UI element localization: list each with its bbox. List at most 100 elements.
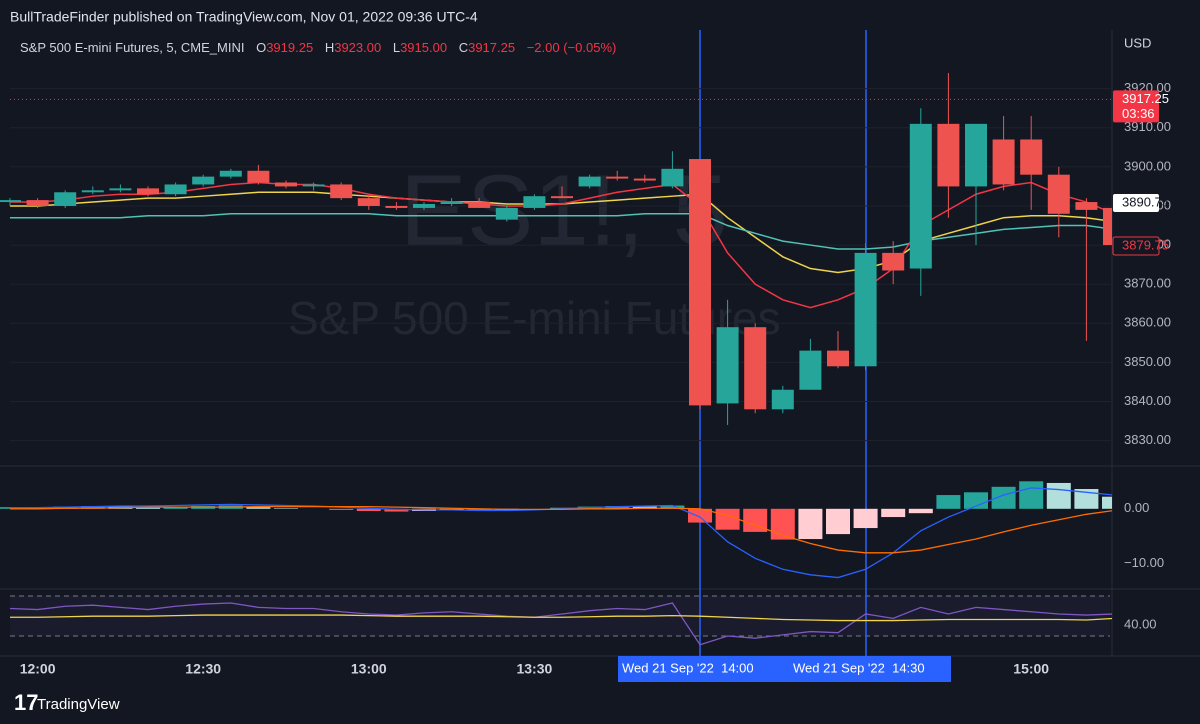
logo-mark: 17 bbox=[14, 690, 38, 715]
y-tick-label: −10.00 bbox=[1124, 555, 1164, 570]
candle-body bbox=[827, 350, 849, 367]
histogram-bar bbox=[991, 486, 1016, 509]
legend-key: C bbox=[458, 40, 469, 55]
candle-body bbox=[109, 188, 132, 191]
legend-change: −2.00 (−0.05%) bbox=[526, 40, 617, 55]
candle-body bbox=[81, 190, 104, 193]
histogram-bar bbox=[1074, 489, 1099, 509]
y-tick-label: 3830.00 bbox=[1124, 432, 1171, 447]
header-title: BullTradeFinder published on TradingView… bbox=[10, 9, 478, 25]
candle-body bbox=[633, 178, 656, 181]
candle-body bbox=[54, 192, 77, 206]
histogram-bar bbox=[356, 508, 381, 511]
candle-body bbox=[965, 123, 987, 187]
histogram-bar bbox=[274, 508, 298, 509]
candle-body bbox=[1020, 139, 1043, 175]
histogram-bar bbox=[605, 506, 630, 509]
candle-body bbox=[689, 159, 711, 406]
histogram-bar bbox=[908, 508, 933, 514]
histogram-bar bbox=[936, 495, 961, 509]
line bbox=[10, 505, 1112, 554]
histogram-bar bbox=[1102, 496, 1112, 509]
candle-body bbox=[247, 170, 270, 183]
candle-body bbox=[0, 200, 21, 203]
candle-body bbox=[854, 252, 877, 367]
candle-body bbox=[992, 139, 1015, 185]
legend-key: H bbox=[324, 40, 335, 55]
legend-value: 3919.25 bbox=[266, 40, 314, 55]
candle-body bbox=[495, 207, 518, 220]
candle-body bbox=[771, 389, 794, 410]
crosshair-label: Wed 21 Sep '22 14:30 bbox=[793, 660, 925, 675]
y-tick-label: 3840.00 bbox=[1124, 393, 1171, 408]
histogram-bar bbox=[384, 508, 409, 512]
histogram-bar bbox=[715, 508, 740, 530]
histogram-bar bbox=[660, 505, 685, 509]
candle-body bbox=[716, 327, 739, 404]
histogram-bar bbox=[798, 508, 823, 540]
y-tick-label: 0.00 bbox=[1124, 500, 1149, 515]
candle-body bbox=[661, 168, 684, 187]
candle-body bbox=[882, 252, 905, 271]
candle-body bbox=[1047, 174, 1070, 214]
histogram-bar bbox=[467, 508, 492, 511]
candle-body bbox=[1103, 207, 1112, 246]
histogram-bar bbox=[826, 508, 850, 535]
candle-body bbox=[468, 202, 491, 208]
x-tick-label: 15:00 bbox=[1013, 661, 1049, 677]
histogram-bar bbox=[881, 508, 906, 518]
histogram-bar bbox=[688, 508, 712, 523]
histogram-bar bbox=[1046, 482, 1071, 509]
price-label: 3890.75 bbox=[1122, 194, 1169, 209]
crosshair-label: Wed 21 Sep '22 14:00 bbox=[622, 660, 754, 675]
legend-value: 3917.25 bbox=[468, 40, 516, 55]
candle-body bbox=[413, 204, 435, 208]
x-tick-label: 13:00 bbox=[351, 661, 387, 677]
histogram-bar bbox=[80, 506, 105, 509]
histogram-bar bbox=[246, 507, 271, 509]
histogram-bar bbox=[163, 507, 188, 509]
price-label-bg bbox=[1112, 236, 1160, 256]
candle-body bbox=[164, 184, 187, 195]
candle-body bbox=[744, 327, 767, 410]
candle-body bbox=[275, 182, 297, 187]
currency: USD bbox=[1124, 35, 1151, 50]
y-tick-label: 3870.00 bbox=[1124, 276, 1171, 291]
candle-body bbox=[440, 202, 463, 205]
x-tick-label: 12:30 bbox=[185, 661, 221, 677]
price-label: 3917.25 bbox=[1122, 91, 1169, 106]
crosshair-label-bg bbox=[618, 656, 951, 682]
x-tick-label: 13:30 bbox=[516, 661, 552, 677]
candle-body bbox=[937, 123, 960, 187]
candle-body bbox=[385, 205, 408, 208]
candle-body bbox=[1075, 202, 1098, 210]
candle-body bbox=[302, 184, 325, 187]
candle-body bbox=[137, 188, 159, 195]
plot-area bbox=[0, 73, 1112, 646]
histogram-bar bbox=[1019, 481, 1044, 509]
legend: S&P 500 E-mini Futures, 5, CME_MINI O391… bbox=[20, 40, 616, 55]
candle-body bbox=[192, 176, 215, 185]
footer-brand: TradingView bbox=[37, 696, 120, 713]
line bbox=[10, 614, 1112, 622]
candle-body bbox=[606, 176, 629, 179]
price-label: 3879.75 bbox=[1122, 237, 1169, 252]
legend-key: O bbox=[256, 40, 267, 55]
histogram-bar bbox=[136, 507, 160, 509]
candle-body bbox=[909, 123, 932, 269]
line bbox=[9, 602, 1112, 646]
rsi-band bbox=[10, 596, 1110, 636]
y-tick-label: 3860.00 bbox=[1124, 315, 1171, 330]
histogram-bar bbox=[329, 508, 354, 510]
candle-body bbox=[357, 198, 380, 206]
x-tick-label: 12:00 bbox=[20, 661, 56, 677]
price-label-bg bbox=[1113, 90, 1159, 123]
y-tick-label: 3910.00 bbox=[1124, 119, 1171, 134]
legend-value: 3923.00 bbox=[334, 40, 382, 55]
candle-body bbox=[799, 350, 822, 390]
candle-body bbox=[219, 170, 242, 177]
candle-body bbox=[330, 184, 353, 199]
legend-symbol: S&P 500 E-mini Futures, 5, CME_MINI bbox=[20, 40, 245, 55]
histogram-bar bbox=[770, 508, 795, 540]
